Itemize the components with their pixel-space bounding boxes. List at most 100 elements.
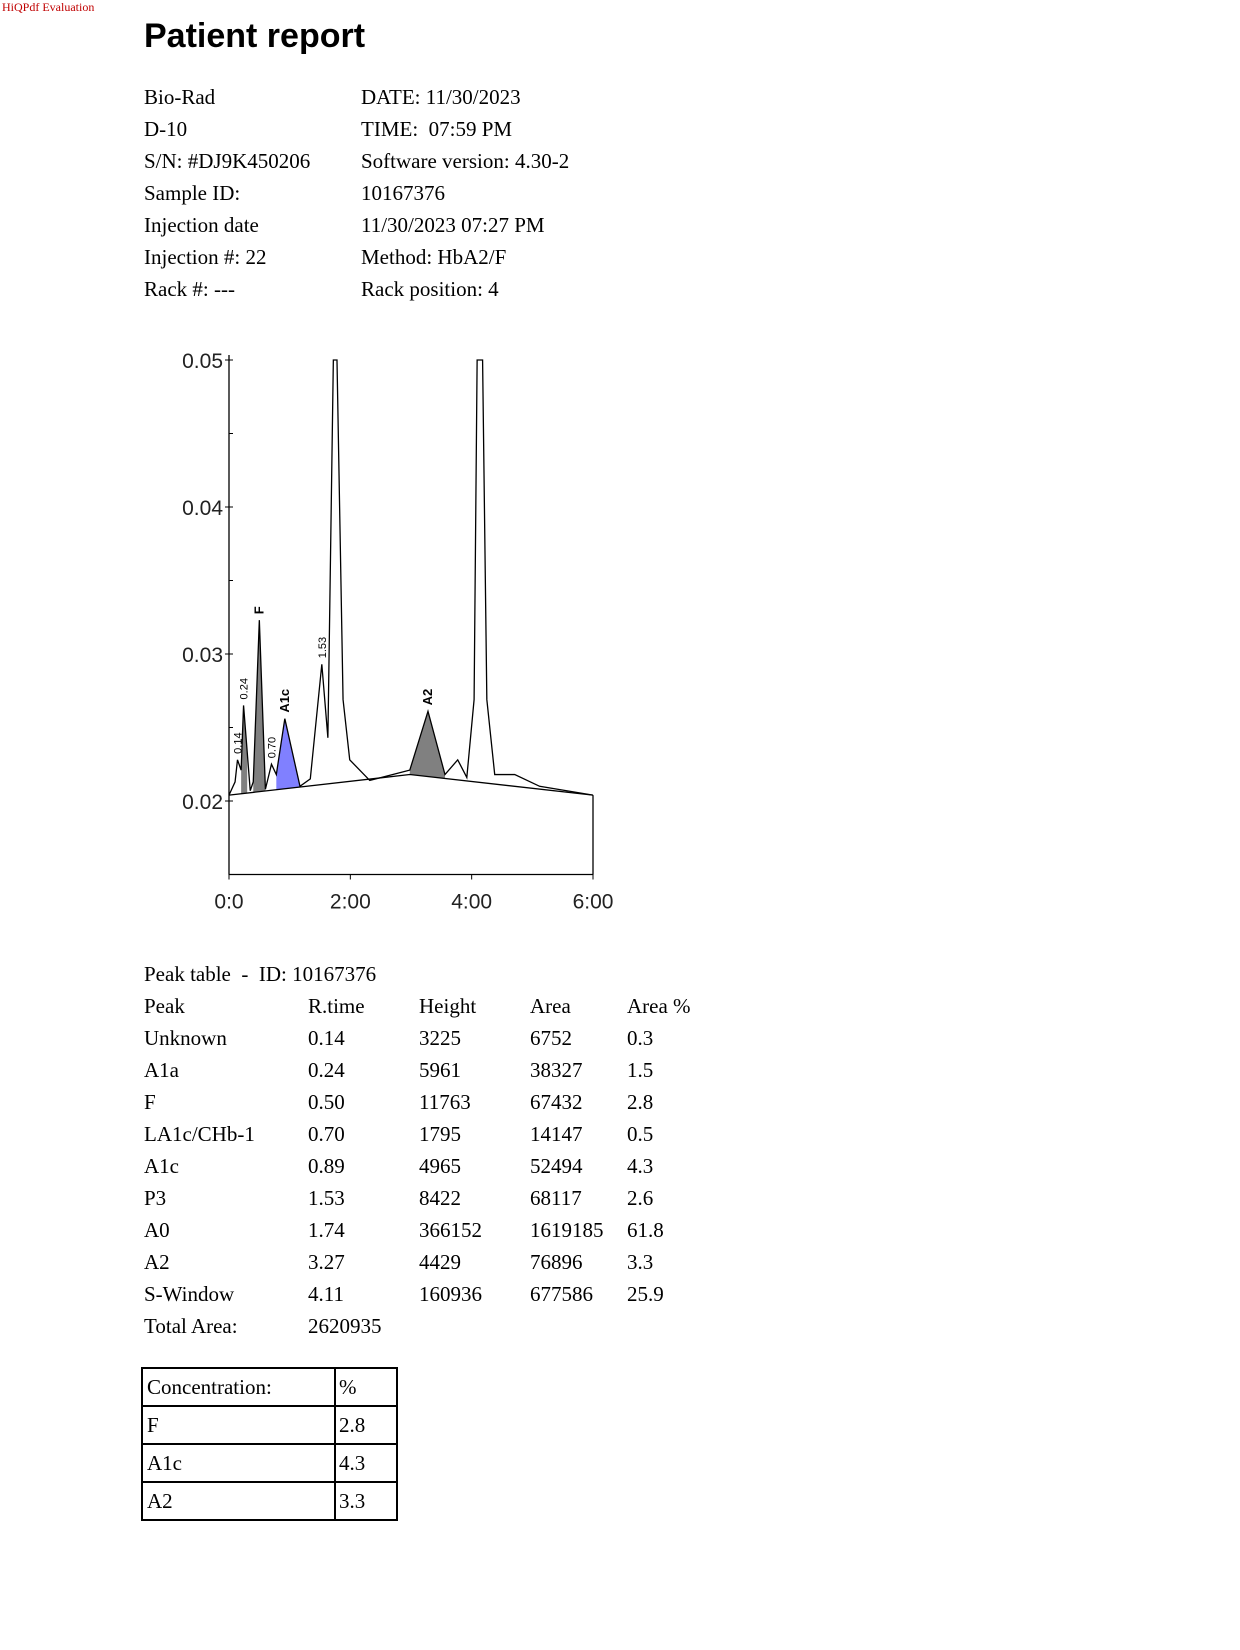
peak-table-cell: 3.3 [627, 1250, 653, 1274]
peak-label: F [251, 606, 266, 614]
peak-table-header: Area [530, 994, 571, 1018]
peak-table-cell: 61.8 [627, 1218, 664, 1242]
peak-table-cell: 1619185 [530, 1218, 604, 1242]
peak-table-header: R.time [308, 994, 365, 1018]
x-tick-label: 4:00 [451, 891, 492, 914]
peak-shade [253, 620, 266, 793]
info-value: Rack position: 4 [361, 277, 499, 301]
peak-table-cell: 2.6 [627, 1186, 653, 1210]
y-tick-label: 0.04 [182, 497, 223, 520]
x-tick-label: 6:00 [573, 891, 614, 914]
table-text: Concentration: [147, 1375, 272, 1399]
peak-table-cell: 68117 [530, 1186, 582, 1210]
peak-table-cell: F [144, 1090, 156, 1114]
peak-table-cell: LA1c/CHb-1 [144, 1122, 255, 1146]
info-value: 10167376 [361, 181, 445, 205]
peak-table-cell: 25.9 [627, 1282, 664, 1306]
trace [228, 359, 594, 796]
info-label: D-10 [144, 117, 187, 141]
peak-table-header: Area % [627, 994, 691, 1018]
peak-table-cell: 0.50 [308, 1090, 345, 1114]
peak-table-cell: 1.74 [308, 1218, 345, 1242]
table-cell [334, 1481, 398, 1521]
info-label: Rack #: --- [144, 277, 235, 301]
table-cell [141, 1405, 336, 1445]
peak-table-cell: 4429 [419, 1250, 461, 1274]
peak-table-title: Peak table - ID: 10167376 [144, 962, 376, 986]
peak-table-cell: 0.14 [308, 1026, 345, 1050]
peak-table-cell: 67432 [530, 1090, 583, 1114]
peak-label: 1.53 [317, 637, 329, 658]
peak-table-cell: 1.5 [627, 1058, 653, 1082]
peak-label: 0.14 [232, 732, 244, 753]
table-text: A1c [147, 1451, 182, 1475]
peak-table-cell: 2.8 [627, 1090, 653, 1114]
table-text: F [147, 1413, 159, 1437]
peak-table-cell: 6752 [530, 1026, 572, 1050]
peak-table-cell: 0.5 [627, 1122, 653, 1146]
info-label: Sample ID: [144, 181, 240, 205]
table-text: A2 [147, 1489, 173, 1513]
info-value: DATE: 11/30/2023 [361, 85, 521, 109]
peak-table-cell: 5961 [419, 1058, 461, 1082]
info-label: Injection date [144, 213, 259, 237]
peak-table-cell: 1.53 [308, 1186, 345, 1210]
peak-table-cell: 4965 [419, 1154, 461, 1178]
peak-table-cell: A2 [144, 1250, 170, 1274]
peak-table-cell: 8422 [419, 1186, 461, 1210]
peak-table-cell: Unknown [144, 1026, 227, 1050]
y-tick-label: 0.02 [182, 791, 223, 814]
peak-table-cell: 0.24 [308, 1058, 345, 1082]
table-text: 3.3 [339, 1489, 365, 1513]
peak-label: 0.24 [239, 678, 251, 699]
peak-table-cell: 3225 [419, 1026, 461, 1050]
y-tick-label: 0.05 [182, 350, 223, 373]
peak-table-cell: 38327 [530, 1058, 583, 1082]
info-value: Method: HbA2/F [361, 245, 506, 269]
table-text: % [339, 1375, 357, 1399]
peak-table-cell: 366152 [419, 1218, 482, 1242]
x-tick-label: 2:00 [330, 891, 371, 914]
peak-shade [241, 705, 248, 794]
y-tick-label: 0.03 [182, 644, 223, 667]
info-label: Bio-Rad [144, 85, 216, 109]
peak-table-cell: S-Window [144, 1282, 235, 1306]
x-tick-label: 0:0 [214, 891, 243, 914]
baseline [228, 773, 594, 796]
info-label: Injection #: 22 [144, 245, 266, 269]
peak-table-cell: 4.3 [627, 1154, 653, 1178]
peak-shade [409, 711, 445, 779]
peak-table-cell: A0 [144, 1218, 170, 1242]
peak-label: A2 [420, 689, 435, 706]
peak-table-cell: 0.89 [308, 1154, 345, 1178]
peak-label: 0.70 [266, 737, 278, 758]
peak-table-cell: 677586 [530, 1282, 593, 1306]
peak-table-cell: A1a [144, 1058, 180, 1082]
info-value: 11/30/2023 07:27 PM [361, 213, 545, 237]
peak-label: A1c [277, 689, 292, 713]
info-value: Software version: 4.30-2 [361, 149, 569, 173]
peak-table-cell: A1c [144, 1154, 179, 1178]
watermark: HiQPdf Evaluation [2, 0, 94, 14]
peak-table-header: Peak [144, 994, 185, 1018]
peak-table-cell: 11763 [419, 1090, 471, 1114]
peak-table-cell: 160936 [419, 1282, 482, 1306]
table-text: 2.8 [339, 1413, 365, 1437]
peak-table-total: 2620935 [308, 1314, 382, 1338]
peak-table-cell: 52494 [530, 1154, 583, 1178]
peak-table-cell: 0.70 [308, 1122, 345, 1146]
peak-table-cell: 3.27 [308, 1250, 345, 1274]
peak-table-header: Height [419, 994, 476, 1018]
peak-table-cell: 0.3 [627, 1026, 653, 1050]
peak-table-total: Total Area: [144, 1314, 238, 1338]
peak-table-cell: 1795 [419, 1122, 461, 1146]
info-value: TIME: 07:59 PM [361, 117, 512, 141]
peak-table-cell: 14147 [530, 1122, 583, 1146]
peak-table-cell: 76896 [530, 1250, 583, 1274]
title: Patient report [144, 17, 365, 55]
peak-table-cell: 4.11 [308, 1282, 344, 1306]
table-text: 4.3 [339, 1451, 365, 1475]
info-label: S/N: #DJ9K450206 [144, 149, 310, 173]
